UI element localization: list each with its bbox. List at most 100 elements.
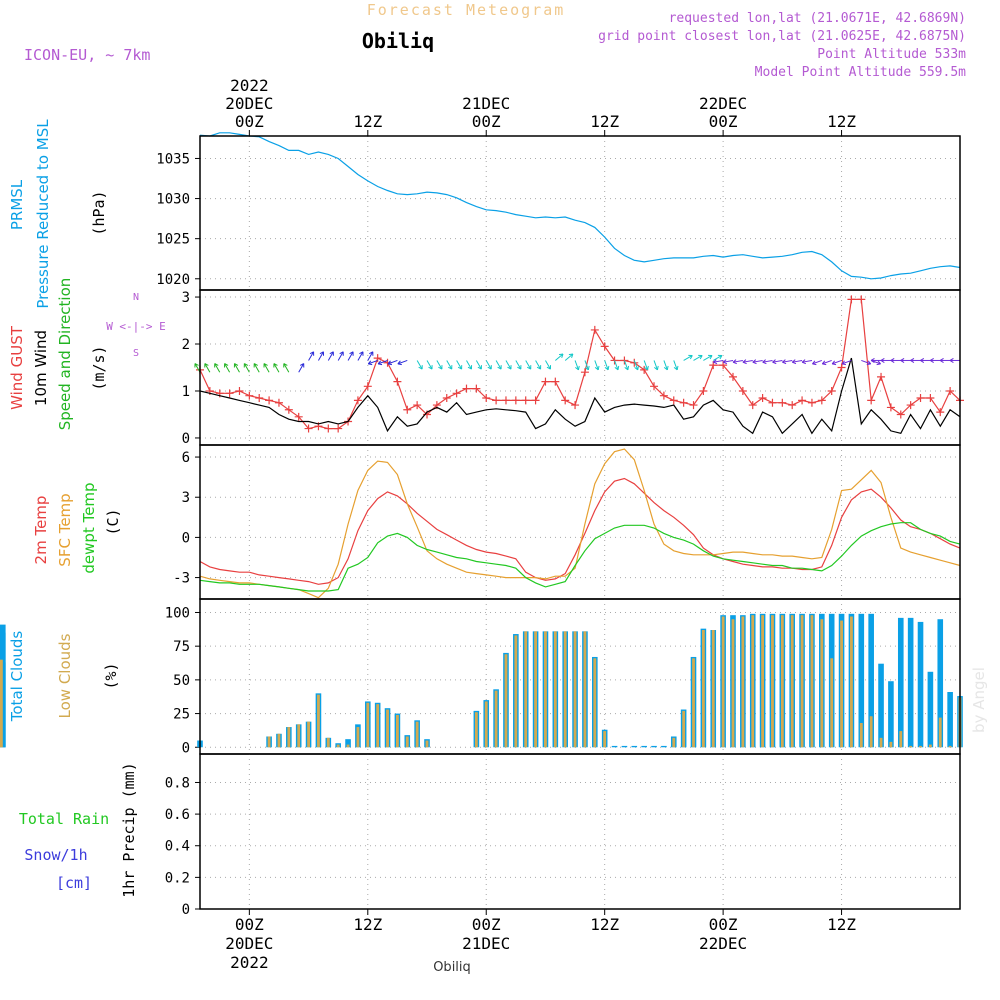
wind-arrow xyxy=(822,359,832,365)
series-line-dewpt-temp xyxy=(199,522,961,592)
gust-marker xyxy=(906,401,915,410)
low-cloud-bar xyxy=(494,690,498,748)
y-tick-label: 0.6 xyxy=(165,807,190,823)
wind-unit: (m/s) xyxy=(90,345,108,390)
low-cloud-bar xyxy=(425,740,429,748)
total-cloud-bar xyxy=(621,745,628,748)
wind-arrow xyxy=(337,351,344,361)
wind-arrow-head xyxy=(930,357,934,363)
gust-marker xyxy=(728,372,737,381)
model-altitude: Model Point Altitude 559.5m xyxy=(755,65,966,80)
wind-arrow xyxy=(515,360,522,370)
wind-arrow xyxy=(283,363,290,373)
y-tick-label: 0 xyxy=(182,530,190,546)
wind-arrow-head xyxy=(712,359,718,365)
snow-label: Snow/1h xyxy=(24,846,87,864)
wind-arrow-head xyxy=(233,363,239,368)
wind-arrow xyxy=(466,360,472,370)
low-cloud-bar xyxy=(287,727,291,748)
low-cloud-bar xyxy=(701,630,705,748)
gust-marker xyxy=(877,372,886,381)
low-cloud-bar xyxy=(938,717,942,748)
gust-marker xyxy=(334,424,343,433)
wind-arrow-head xyxy=(949,357,954,363)
wind-arrow xyxy=(485,360,492,370)
wind-arrow-head xyxy=(762,359,767,365)
top-time-label: 00Z xyxy=(235,112,264,131)
gust-marker xyxy=(758,394,767,403)
wind-arrow-head xyxy=(517,365,522,370)
gust-marker xyxy=(274,398,283,407)
low-cloud-bar xyxy=(415,721,419,748)
gust-marker xyxy=(699,386,708,395)
top-time-label: 00Z xyxy=(472,112,501,131)
low-cloud-bar xyxy=(840,620,843,748)
low-cloud-bar xyxy=(583,631,587,748)
wind-arrow xyxy=(782,359,793,363)
low-cloud-bar xyxy=(692,658,695,748)
wind-arrow xyxy=(224,363,231,373)
panel-5: 0 0.2 0.4 0.6 0.8 xyxy=(165,753,961,918)
low-cloud-bar xyxy=(553,631,557,748)
low-cloud-bar xyxy=(336,744,340,748)
wind-arrow-head xyxy=(319,351,325,356)
panel-frame xyxy=(199,753,961,910)
wind-arrow-head xyxy=(263,363,268,368)
wind-arrow xyxy=(243,363,250,373)
low-cloud-bar xyxy=(544,631,547,748)
wind-arrow-head xyxy=(448,365,453,370)
wind-arrow-head xyxy=(477,365,482,370)
total-cloud-bar xyxy=(888,681,894,748)
wind-arrow xyxy=(723,359,734,363)
wind-arrow-head xyxy=(568,353,574,358)
wind-arrow-head xyxy=(214,363,219,368)
low-cloud-bar xyxy=(721,616,725,748)
wind-arrow-head xyxy=(812,360,817,366)
gust-marker xyxy=(571,401,580,410)
pressure-unit: (hPa) xyxy=(90,190,108,235)
low-cloud-bar xyxy=(326,737,330,748)
gust-marker xyxy=(501,396,510,405)
series-line-prmsl xyxy=(199,132,961,280)
gust-marker xyxy=(827,386,836,395)
low-cloud-bar xyxy=(356,727,360,748)
y-tick-label: 1 xyxy=(182,384,190,400)
gust-marker xyxy=(511,396,520,405)
y-tick-label: -3 xyxy=(173,571,190,587)
sfc-temp-label: SFC Temp xyxy=(56,493,74,566)
gust-marker xyxy=(393,377,402,386)
clouds-unit: (%) xyxy=(102,662,120,689)
panel-1: 1020 1025 1030 1035 xyxy=(156,132,961,291)
wind-arrow-head xyxy=(329,351,334,356)
gust-marker xyxy=(679,398,688,407)
wind-arrow xyxy=(792,359,803,363)
low-cloud-bar xyxy=(869,716,873,748)
wind-arrow-head xyxy=(673,365,679,371)
gust-marker xyxy=(353,396,362,405)
compass-n: N xyxy=(133,292,139,303)
low-cloud-bar xyxy=(889,741,893,748)
bottom-time-label: 00Z xyxy=(472,915,501,934)
total-cloud-bar xyxy=(641,745,647,748)
gust-marker xyxy=(482,394,491,403)
low-cloud-bar xyxy=(317,694,320,748)
low-cloud-bar xyxy=(267,736,271,748)
wind-arrow-head xyxy=(507,365,512,370)
gust-marker xyxy=(521,396,530,405)
wind-arrow-head xyxy=(594,365,600,371)
compass-we: W <-|-> E xyxy=(106,320,166,333)
wind-arrow-head xyxy=(387,360,393,366)
low-cloud-bar xyxy=(307,721,310,748)
low-cloud-bar xyxy=(948,745,952,748)
total-clouds-label: Total Clouds xyxy=(8,631,26,723)
wind-arrow xyxy=(253,363,260,373)
wind-arrow-head xyxy=(900,357,905,363)
low-cloud-bar xyxy=(396,714,399,748)
low-cloud-bar xyxy=(899,731,903,748)
gust-marker xyxy=(847,295,856,304)
wind-arrow xyxy=(426,360,433,370)
wind-arrow xyxy=(456,360,463,370)
low-cloud-bar xyxy=(919,745,922,748)
total-cloud-bar xyxy=(661,745,667,748)
panel-4: 0 25 50 75 100 xyxy=(0,598,963,756)
